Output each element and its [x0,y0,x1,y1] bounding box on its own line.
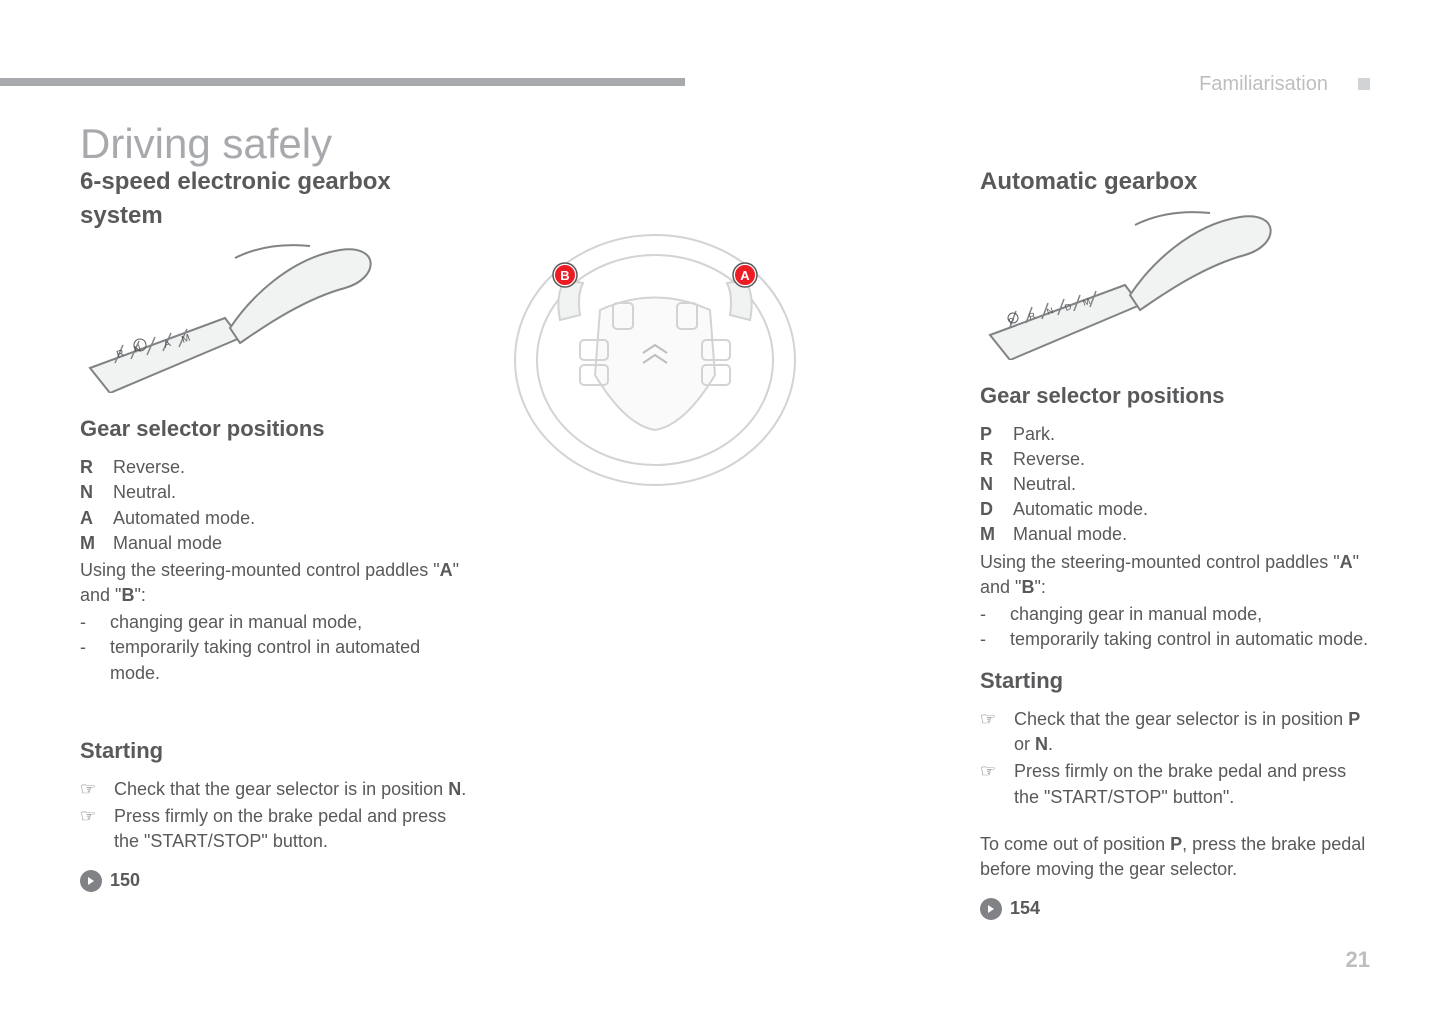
pointer-icon: ☞ [980,707,998,757]
gear-positions-heading-right: Gear selector positions [980,381,1370,412]
header-bar [0,78,685,86]
page-number: 21 [1346,945,1370,976]
starting-heading-right: Starting [980,666,1370,697]
column-electronic-gearbox: 6-speed electronic gearbox system R N A … [80,165,470,921]
paddles-intro-right: Using the steering-mounted control paddl… [980,550,1370,600]
gear-positions-heading-left: Gear selector positions [80,414,470,445]
gear-lever-figure-right: P R N D M [980,205,1370,367]
left-title: 6-speed electronic gearbox system [80,165,470,232]
pointer-icon: ☞ [80,777,98,802]
pointer-icon: ☞ [980,759,998,809]
gear-lever-figure-left: R N A M [80,238,470,400]
gear-positions-table-left: RReverse. NNeutral. AAutomated mode. MMa… [80,455,255,556]
page-ref-icon [980,898,1002,920]
header-section: Familiarisation [1199,70,1370,98]
page-ref-icon [80,870,102,892]
paddle-bullets-left: -changing gear in manual mode, -temporar… [80,610,470,686]
steering-wheel-figure: B A [505,225,805,495]
column-steering-wheel: B A [470,165,840,921]
gear-positions-table-right: PPark. RReverse. NNeutral. DAutomatic mo… [980,422,1148,548]
header-square-icon [1358,78,1370,90]
starting-heading-left: Starting [80,736,470,767]
right-title: Automatic gearbox [980,165,1370,199]
pointer-icon: ☞ [80,804,98,854]
exit-position-note: To come out of position P, press the bra… [980,832,1370,882]
page-reference-left: 150 [80,868,470,893]
svg-text:B: B [560,268,569,283]
column-automatic-gearbox: Automatic gearbox P R N D M Gear selecto… [980,165,1370,921]
starting-steps-left: ☞Check that the gear selector is in posi… [80,777,470,855]
svg-text:A: A [740,268,750,283]
paddles-intro-left: Using the steering-mounted control paddl… [80,558,470,608]
section-label: Familiarisation [1199,70,1328,98]
starting-steps-right: ☞Check that the gear selector is in posi… [980,707,1370,810]
paddle-bullets-right: -changing gear in manual mode, -temporar… [980,602,1370,652]
page-reference-right: 154 [980,896,1370,921]
